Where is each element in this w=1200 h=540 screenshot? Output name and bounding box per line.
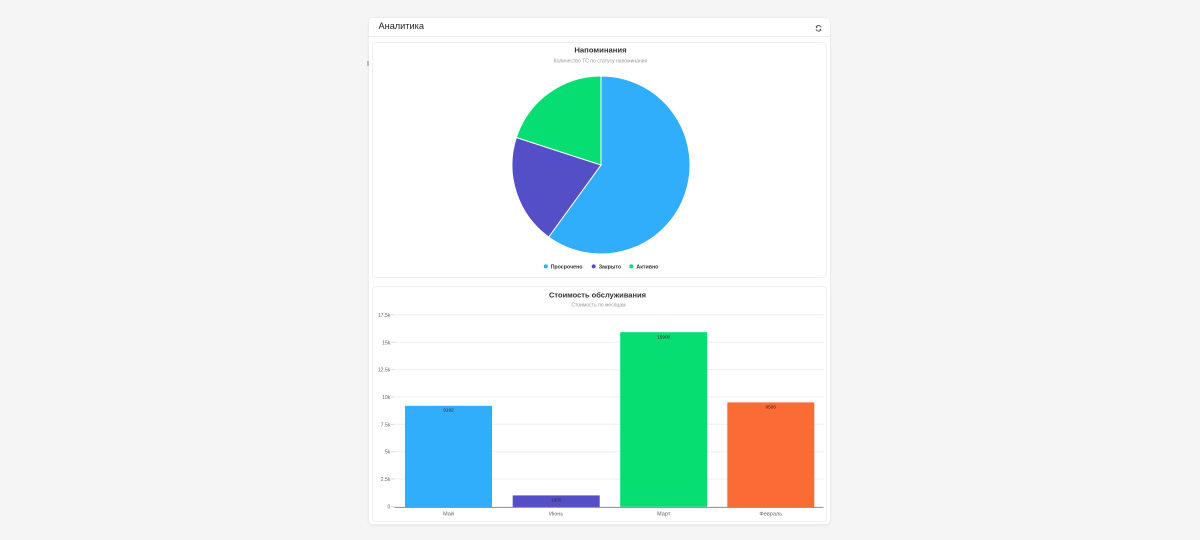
svg-text:2.5k: 2.5k — [381, 477, 391, 483]
svg-text:Февраль: Февраль — [759, 512, 782, 518]
svg-text:Стоимость по месяцам: Стоимость по месяцам — [571, 303, 626, 309]
svg-text:12.5k: 12.5k — [378, 368, 391, 374]
svg-text:0: 0 — [387, 504, 390, 510]
svg-text:9192: 9192 — [443, 408, 454, 413]
svg-text:Просрочено: Просрочено — [551, 265, 584, 271]
svg-text:7.5k: 7.5k — [381, 422, 391, 428]
svg-text:15900: 15900 — [657, 334, 670, 339]
svg-text:5k: 5k — [385, 450, 391, 456]
svg-text:15k: 15k — [382, 340, 391, 346]
svg-text:Напоминания: Напоминания — [574, 46, 626, 55]
svg-text:Март: Март — [657, 512, 671, 518]
svg-text:Июнь: Июнь — [549, 512, 563, 518]
svg-text:9500: 9500 — [766, 404, 777, 409]
svg-text:Закрыто: Закрыто — [599, 265, 622, 271]
svg-text:Май: Май — [443, 511, 454, 518]
svg-text:10k: 10k — [382, 395, 391, 401]
svg-text:Количество ТС по статусу напом: Количество ТС по статусу напоминания — [554, 59, 648, 65]
svg-text:Активно: Активно — [636, 265, 659, 271]
svg-text:1000: 1000 — [551, 497, 562, 502]
svg-text:Стоимость обслуживания: Стоимость обслуживания — [549, 290, 646, 299]
svg-text:17.5k: 17.5k — [378, 313, 391, 319]
